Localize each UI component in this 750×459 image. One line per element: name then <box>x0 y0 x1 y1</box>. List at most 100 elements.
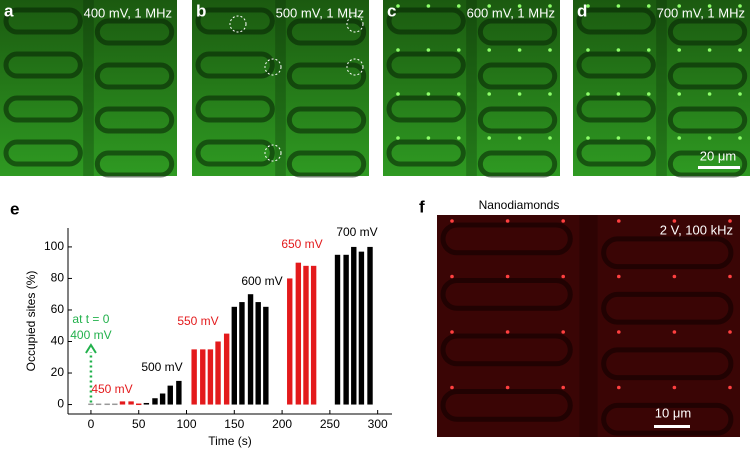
particle <box>672 385 677 390</box>
particle <box>616 48 621 52</box>
bar <box>104 403 110 406</box>
electrode-finger <box>477 106 558 134</box>
particle <box>396 92 400 96</box>
particle <box>426 48 431 52</box>
particle <box>738 48 742 52</box>
particle <box>457 92 461 96</box>
particle <box>517 136 522 140</box>
voltage-annotation: 550 mV <box>177 314 218 328</box>
panel-label: a <box>4 1 14 20</box>
bar <box>143 402 150 405</box>
bar <box>167 385 173 405</box>
particle <box>561 219 565 223</box>
bar <box>200 349 206 405</box>
electrode-finger <box>94 150 175 178</box>
particle <box>738 136 742 140</box>
bar <box>263 306 269 405</box>
electrode-finger <box>3 95 83 123</box>
bar <box>358 251 365 405</box>
x-tick-label: 200 <box>272 417 292 431</box>
start-arrowhead <box>85 343 97 354</box>
bar <box>295 262 302 405</box>
electrode-finger <box>386 51 466 79</box>
particle <box>728 330 732 334</box>
particle <box>647 4 651 8</box>
particle <box>517 92 522 96</box>
bar <box>136 403 142 406</box>
x-tick-label: 50 <box>132 417 146 431</box>
particle <box>426 92 431 96</box>
electrode-finger <box>94 106 175 134</box>
particle <box>505 385 510 390</box>
bar <box>95 403 102 406</box>
electrode-finger <box>195 51 275 79</box>
highlight-circle <box>264 144 282 162</box>
bar <box>351 246 357 405</box>
particle <box>647 136 651 140</box>
panel-label: e <box>10 199 19 218</box>
particle <box>616 4 621 8</box>
electrode-finger <box>286 150 367 178</box>
particle <box>505 274 510 279</box>
particle <box>505 219 510 223</box>
particle <box>487 92 492 96</box>
electrode-finger <box>94 62 175 90</box>
y-tick-label: 40 <box>51 334 65 348</box>
electrode-finger <box>3 51 83 79</box>
electrode-finger <box>667 18 748 46</box>
electrode-finger <box>477 62 558 90</box>
particle <box>586 92 590 96</box>
particle <box>738 4 742 8</box>
electrode-finger <box>601 347 734 381</box>
electrode-spine <box>656 0 667 176</box>
particle <box>647 92 651 96</box>
voltage-annotation: 500 mV <box>141 360 182 374</box>
electrode-finger <box>386 7 466 35</box>
particle <box>548 48 552 52</box>
panel-label: b <box>196 1 206 20</box>
start-annotation: 400 mV <box>70 328 111 342</box>
electrode-finger <box>667 62 748 90</box>
electrode-finger <box>576 139 656 167</box>
y-tick-label: 0 <box>57 397 64 411</box>
start-annotation: at t = 0 <box>72 312 109 326</box>
particle <box>450 274 454 279</box>
bar <box>310 265 317 405</box>
electrode-finger <box>94 18 175 46</box>
particle <box>707 48 712 52</box>
bar <box>334 254 341 405</box>
electrode-finger <box>601 236 734 270</box>
image-title: Nanodiamonds <box>479 198 560 212</box>
bar <box>215 341 221 405</box>
highlight-circle <box>229 15 247 33</box>
bar <box>119 401 126 405</box>
particle <box>738 92 742 96</box>
particle <box>457 48 461 52</box>
highlight-circle <box>346 15 364 33</box>
particle <box>707 136 712 140</box>
x-axis-title: Time (s) <box>208 434 252 448</box>
electrode-finger <box>386 95 466 123</box>
electrode-finger <box>195 95 275 123</box>
particle <box>728 274 732 279</box>
particle <box>450 385 454 390</box>
particle <box>707 92 712 96</box>
particle <box>517 4 522 8</box>
particle <box>426 136 431 140</box>
particle <box>616 92 621 96</box>
particle <box>647 48 651 52</box>
electrode-finger <box>601 291 734 325</box>
electrode-finger <box>576 95 656 123</box>
electrode-spine <box>466 0 477 176</box>
particle <box>487 48 492 52</box>
particle <box>457 136 461 140</box>
scale-bar <box>698 166 740 169</box>
electrode-finger <box>601 402 734 436</box>
electrode-finger <box>440 389 573 422</box>
particle <box>728 385 732 390</box>
bar <box>159 393 166 405</box>
bar <box>112 403 118 406</box>
panel-label: d <box>577 1 587 20</box>
electrode-finger <box>286 18 367 46</box>
